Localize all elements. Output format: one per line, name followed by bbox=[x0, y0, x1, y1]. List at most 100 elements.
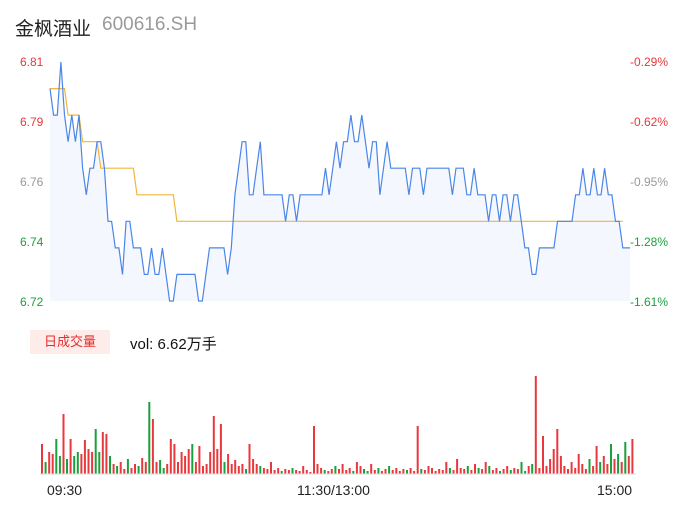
volume-bar bbox=[516, 469, 519, 474]
volume-bar bbox=[302, 466, 305, 474]
price-area bbox=[50, 62, 630, 301]
volume-bar bbox=[123, 469, 126, 474]
volume-bar bbox=[384, 469, 387, 474]
volume-bar bbox=[223, 462, 226, 474]
volume-bar bbox=[370, 464, 373, 474]
volume-bar bbox=[180, 452, 183, 474]
volume-bar bbox=[595, 446, 598, 474]
volume-bar bbox=[345, 470, 348, 474]
volume-bar bbox=[366, 471, 369, 474]
volume-bar bbox=[44, 462, 47, 474]
volume-bar bbox=[295, 470, 298, 474]
volume-bar bbox=[205, 464, 208, 474]
volume-bar bbox=[313, 426, 315, 474]
volume-bar bbox=[109, 456, 111, 474]
volume-bar bbox=[559, 456, 562, 474]
volume-bar bbox=[509, 470, 512, 474]
volume-bar bbox=[252, 459, 255, 474]
volume-bar bbox=[617, 454, 620, 474]
volume-bar bbox=[137, 466, 140, 474]
volume-bar bbox=[388, 466, 391, 474]
volume-bar bbox=[438, 469, 441, 474]
volume-bar bbox=[323, 470, 326, 474]
y-right-tick: -0.95% bbox=[630, 175, 669, 189]
volume-bar bbox=[166, 464, 169, 474]
volume-bar bbox=[155, 462, 158, 474]
volume-bar bbox=[552, 449, 555, 474]
volume-bar bbox=[574, 468, 577, 474]
volume-bar bbox=[581, 464, 584, 474]
volume-bar bbox=[62, 414, 65, 474]
volume-bar bbox=[452, 470, 455, 474]
stock-code: 600616.SH bbox=[102, 14, 198, 35]
volume-bar bbox=[524, 471, 527, 474]
volume-bar bbox=[380, 471, 383, 474]
volume-bar bbox=[94, 429, 97, 474]
volume-bar bbox=[241, 464, 244, 474]
volume-bar bbox=[287, 470, 290, 474]
volume-bar bbox=[69, 439, 72, 474]
volume-bar bbox=[484, 462, 487, 474]
volume-bar bbox=[624, 442, 627, 474]
volume-bar bbox=[227, 454, 230, 474]
y-left-tick: 6.76 bbox=[20, 175, 44, 189]
volume-bar bbox=[198, 446, 201, 474]
volume-readout: vol: 6.62万手 bbox=[130, 336, 217, 353]
volume-bar bbox=[330, 469, 333, 474]
volume-bar bbox=[506, 466, 509, 474]
volume-bar bbox=[80, 454, 83, 474]
volume-bar bbox=[588, 459, 591, 474]
volume-bar bbox=[212, 416, 215, 474]
volume-bar bbox=[556, 429, 559, 474]
y-left-tick: 6.74 bbox=[20, 235, 44, 249]
volume-bar bbox=[398, 471, 401, 474]
volume-bar bbox=[284, 469, 287, 474]
volume-bar bbox=[91, 452, 94, 474]
volume-bar bbox=[448, 468, 451, 474]
volume-bar bbox=[245, 469, 247, 474]
avg-price-line bbox=[50, 88, 623, 222]
y-right-tick: -1.28% bbox=[630, 235, 669, 249]
volume-bar bbox=[527, 466, 530, 474]
volume-bar bbox=[234, 460, 237, 474]
volume-bar bbox=[262, 468, 265, 474]
volume-bar bbox=[420, 469, 423, 474]
volume-bar bbox=[549, 459, 552, 474]
x-tick-open: 09:30 bbox=[47, 482, 83, 498]
volume-bar bbox=[488, 466, 491, 474]
volume-bar bbox=[459, 468, 462, 474]
volume-bar bbox=[291, 468, 294, 474]
volume-bar bbox=[481, 469, 484, 474]
volume-bar bbox=[499, 471, 501, 474]
volume-bar bbox=[41, 444, 43, 474]
volume-bar bbox=[48, 452, 51, 474]
volume-bar bbox=[219, 424, 222, 474]
volume-bar bbox=[270, 462, 272, 474]
volume-bar bbox=[363, 469, 365, 474]
volume-bar bbox=[327, 471, 330, 474]
y-right-tick: -0.29% bbox=[630, 55, 669, 69]
volume-bar bbox=[76, 452, 79, 474]
volume-bar bbox=[477, 468, 480, 474]
volume-bar bbox=[409, 468, 412, 474]
volume-bar bbox=[277, 468, 280, 474]
volume-tab-button[interactable]: 日成交量 bbox=[30, 330, 110, 354]
volume-bar bbox=[255, 464, 258, 474]
volume-bar bbox=[402, 469, 405, 474]
volume-bar bbox=[599, 462, 602, 474]
volume-bar bbox=[202, 466, 204, 474]
volume-bar bbox=[51, 454, 54, 474]
volume-bar bbox=[567, 469, 569, 474]
volume-bar bbox=[162, 468, 165, 474]
volume-bar bbox=[348, 468, 351, 474]
volume-bar bbox=[126, 459, 129, 474]
volume-bar bbox=[298, 471, 301, 474]
volume-bar bbox=[602, 456, 605, 474]
volume-bar bbox=[474, 464, 476, 474]
volume-bar bbox=[230, 464, 233, 474]
volume-bar bbox=[423, 470, 426, 474]
y-left-tick: 6.72 bbox=[20, 295, 44, 309]
y-left-tick: 6.81 bbox=[20, 55, 44, 69]
volume-bar bbox=[538, 468, 541, 474]
